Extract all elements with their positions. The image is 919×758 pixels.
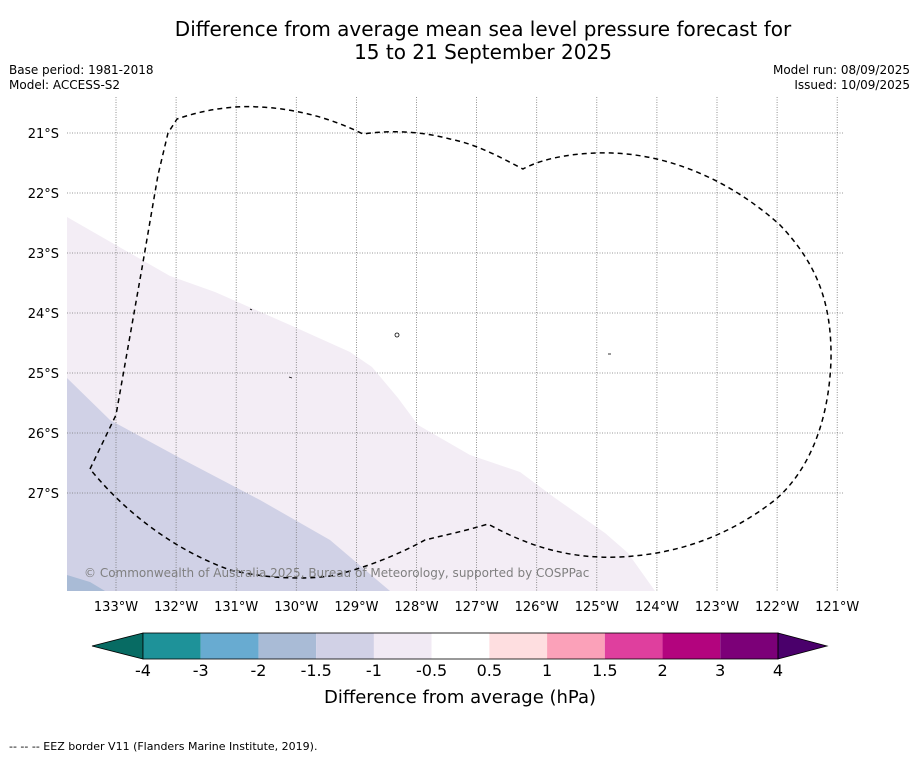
colorbar-tick-label: 2 [657,661,667,680]
eez-border [89,105,832,579]
anomaly-fields [67,217,655,591]
colorbar [91,632,829,660]
lon-label: 129°W [334,600,378,615]
issued-date: Issued: 10/09/2025 [794,78,910,92]
lon-label: 126°W [515,600,559,615]
lat-label: 25°S [28,367,59,382]
colorbar-tick-label: 0.5 [477,661,502,680]
colorbar-tick-label: -2 [250,661,266,680]
title-line-2: 15 to 21 September 2025 [354,40,612,64]
lat-label: 21°S [28,127,59,142]
graticule [67,97,843,591]
colorbar-tick-label: -1 [366,661,382,680]
longitude-labels: 133°W 132°W 131°W 130°W 129°W 128°W 127°W 126°W… [94,600,860,615]
lon-label: 128°W [394,600,438,615]
lon-label: 130°W [274,600,318,615]
latitude-labels: 21°S 22°S 23°S 24°S 25°S 26°S 27°S [28,127,59,502]
lon-label: 122°W [755,600,799,615]
lat-label: 26°S [28,427,59,442]
lon-label: 131°W [214,600,258,615]
anomaly-band-minus-1 [67,378,390,591]
colorbar-high-arrow [777,632,829,660]
colorbar-segment [373,633,432,659]
map-title: Difference from average mean sea level p… [0,18,919,64]
anomaly-band-minus-1p5 [67,575,105,591]
title-line-1: Difference from average mean sea level p… [174,17,792,41]
colorbar-ticks: -4 -3 -2 -1.5 -1 -0.5 0.5 1 1.5 2 3 4 [135,661,783,680]
lon-label: 133°W [94,600,138,615]
colorbar-label: Difference from average (hPa) [324,687,596,708]
copyright-text: © Commonwealth of Australia 2025, Bureau… [84,566,589,580]
meta-right: Model run: 08/09/2025 Issued: 10/09/2025 [773,63,910,93]
small-islands [249,308,611,379]
footer-note: -- -- -- EEZ border V11 (Flanders Marine… [9,740,318,753]
lat-label: 23°S [28,247,59,262]
colorbar-tick-label: -0.5 [416,661,447,680]
lon-label: 125°W [575,600,619,615]
colorbar-low-arrow [91,632,144,660]
colorbar-segment [720,633,778,659]
colorbar-tick-label: 1 [542,661,552,680]
colorbar-segment [258,633,317,659]
lat-label: 27°S [28,487,59,502]
lat-label: 22°S [28,187,59,202]
colorbar-segment [431,633,490,659]
meta-left: Base period: 1981-2018 Model: ACCESS-S2 [9,63,154,93]
colorbar-segment [489,633,548,659]
colorbar-segment [200,633,259,659]
colorbar-tick-label: 4 [773,661,783,680]
lon-label: 121°W [815,600,859,615]
colorbar-tick-label: 3 [715,661,725,680]
model-name: Model: ACCESS-S2 [9,78,121,92]
colorbar-segment [547,633,605,659]
lat-label: 24°S [28,307,59,322]
colorbar-segment [604,633,663,659]
base-period: Base period: 1981-2018 [9,63,154,77]
model-run: Model run: 08/09/2025 [772,63,910,77]
colorbar-segment [143,633,201,659]
lon-label: 132°W [154,600,198,615]
colorbar-tick-label: -3 [193,661,209,680]
colorbar-segment [316,633,374,659]
colorbar-outline [142,632,779,660]
colorbar-segment [662,633,721,659]
colorbar-tick-label: -1.5 [301,661,332,680]
colorbar-tick-label: 1.5 [592,661,617,680]
lon-label: 124°W [635,600,679,615]
lon-label: 127°W [455,600,499,615]
lon-label: 123°W [695,600,739,615]
colorbar-tick-label: -4 [135,661,151,680]
